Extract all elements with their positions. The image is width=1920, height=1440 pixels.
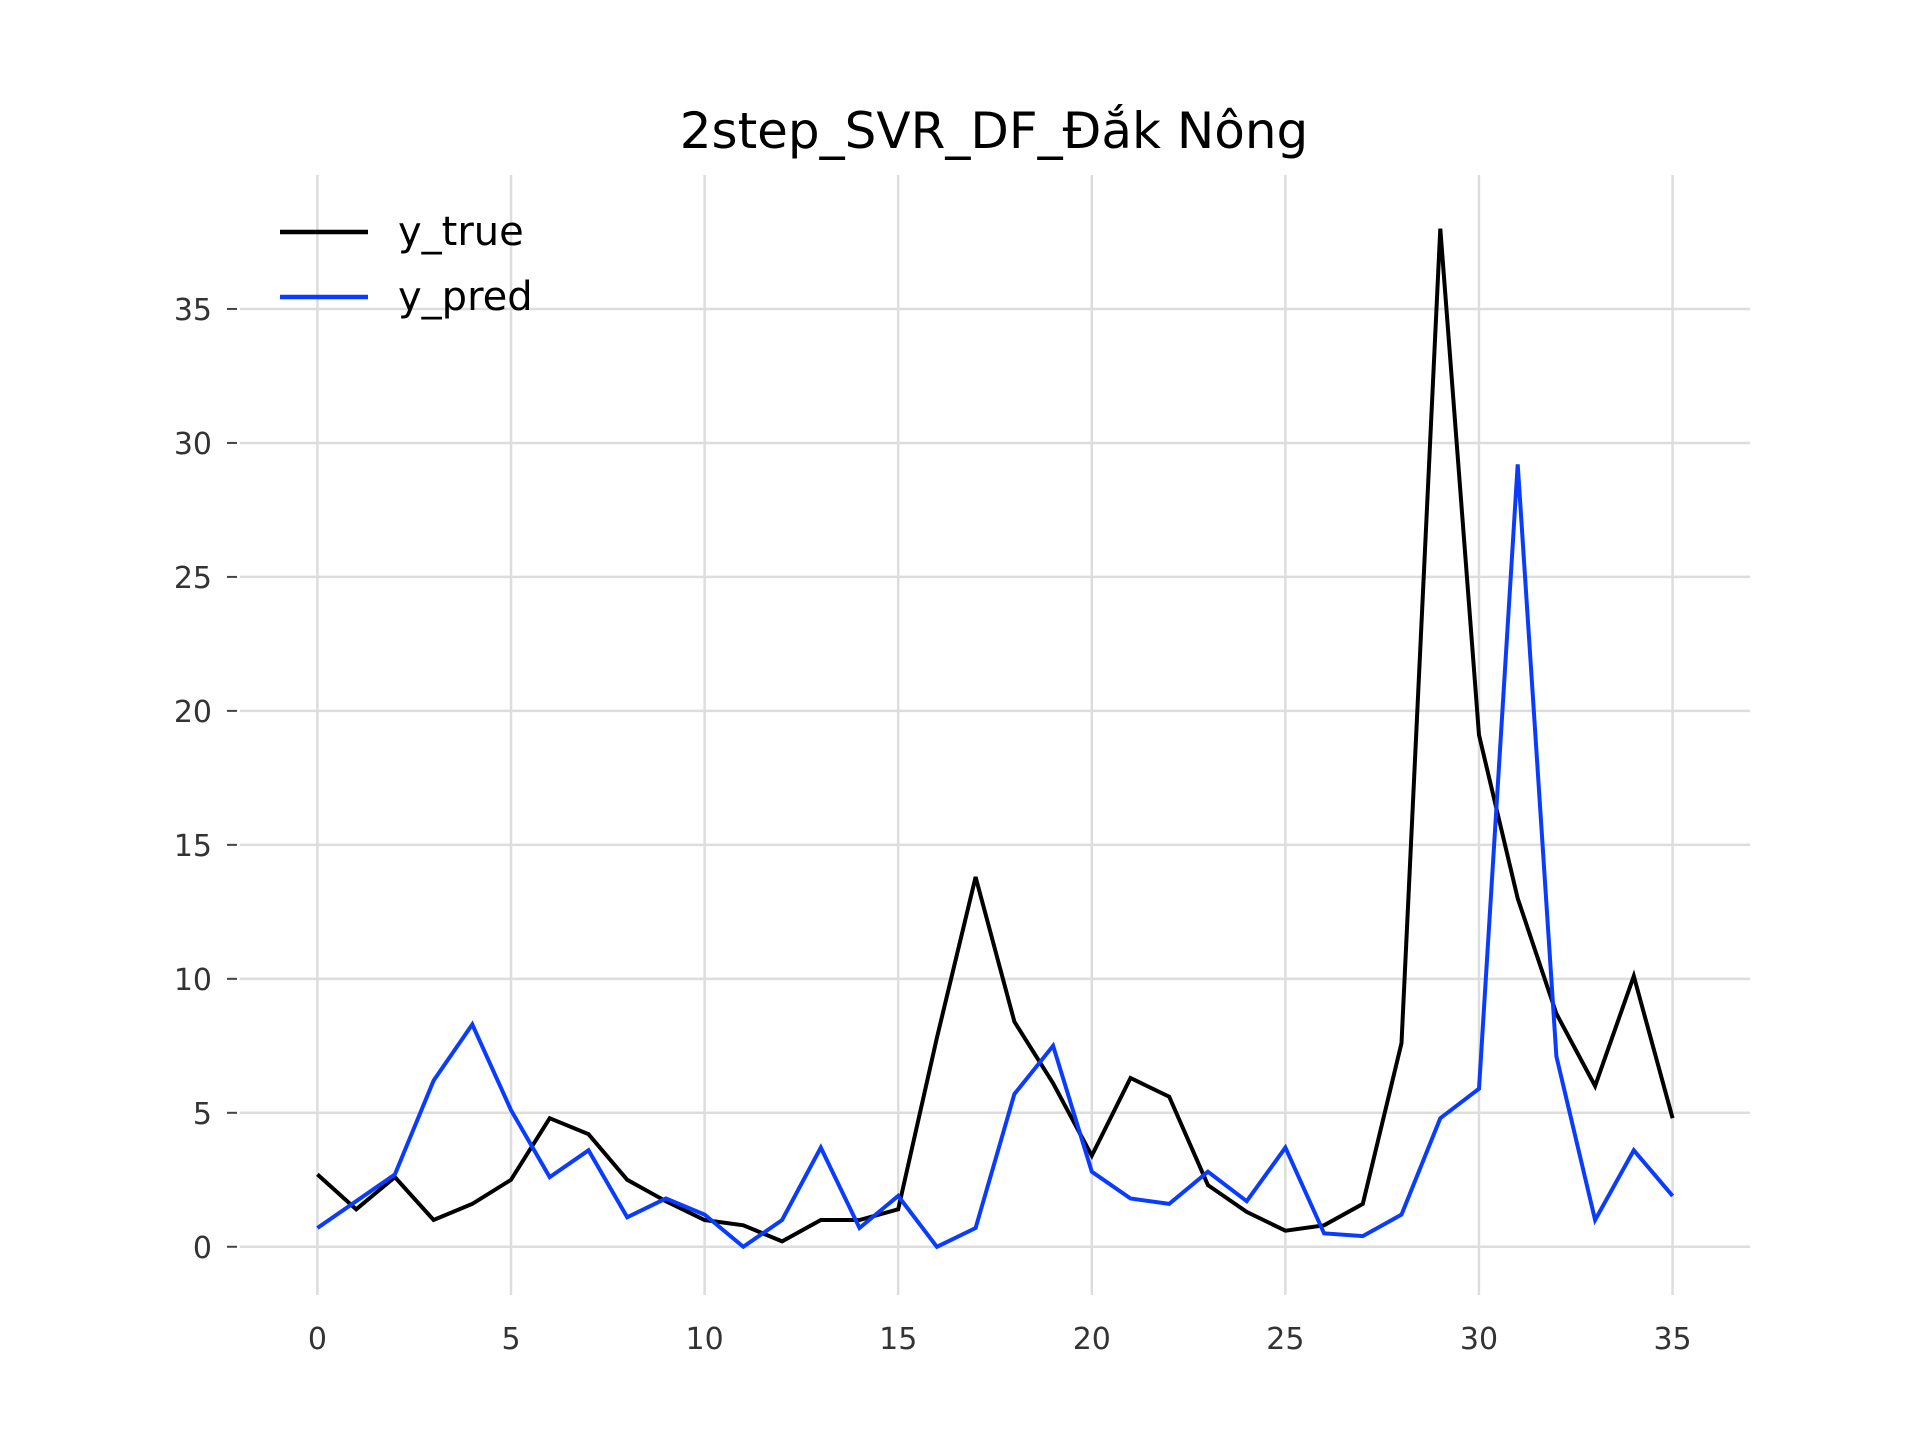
legend: y_true y_pred — [280, 209, 533, 320]
y-tick-label: 0 — [193, 1231, 212, 1266]
x-tick-label: 30 — [1460, 1322, 1498, 1357]
x-tick-label: 0 — [308, 1322, 327, 1357]
y-tick-label: 10 — [174, 963, 212, 998]
x-tick-label: 20 — [1073, 1322, 1111, 1357]
y-tick-label: 5 — [193, 1097, 212, 1132]
y-tick-label: 25 — [174, 561, 212, 596]
tick-layer: 0 5 10 15 20 25 30 35 0 5 10 15 20 25 30 35 — [174, 293, 1692, 1357]
legend-label-y-true: y_true — [398, 209, 524, 255]
x-tick-label: 35 — [1653, 1322, 1691, 1357]
series-layer — [316, 228, 1675, 1250]
x-tick-label: 10 — [686, 1322, 724, 1357]
y-tick-label: 15 — [174, 829, 212, 864]
x-tick-label: 15 — [879, 1322, 917, 1357]
y-tick-label: 20 — [174, 695, 212, 730]
series-line-y-pred — [316, 464, 1675, 1250]
legend-label-y-pred: y_pred — [398, 274, 533, 320]
grid-layer — [240, 175, 1750, 1295]
series-line-y-true — [316, 228, 1675, 1244]
y-tick-label: 35 — [174, 293, 212, 328]
chart-title: 2step_SVR_DF_Đắk Nông — [680, 102, 1309, 160]
x-tick-label: 5 — [501, 1322, 520, 1357]
y-tick-label: 30 — [174, 427, 212, 462]
x-tick-label: 25 — [1266, 1322, 1304, 1357]
